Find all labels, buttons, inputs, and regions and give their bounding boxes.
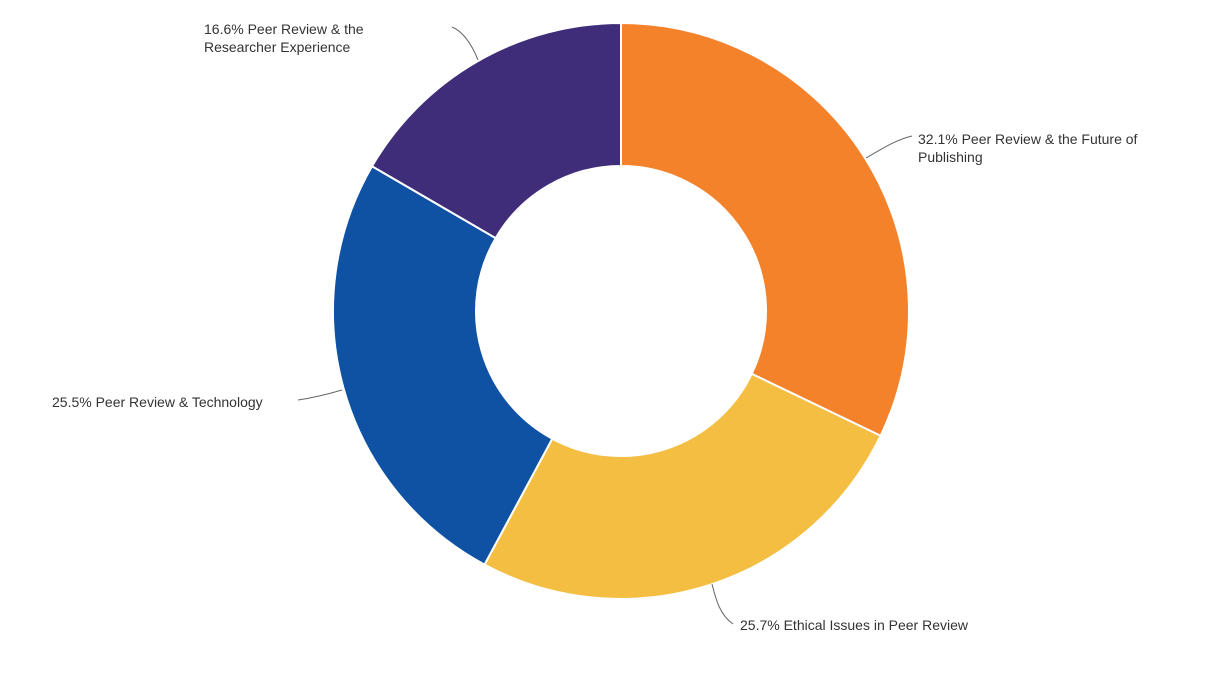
slice-label-line: 25.5% Peer Review & Technology: [52, 394, 263, 410]
slice-label-line: Researcher Experience: [204, 39, 351, 55]
donut-slices: [332, 21, 910, 600]
slice-label-line: 16.6% Peer Review & the: [204, 21, 364, 37]
slice-label-researcher-experience: 16.6% Peer Review & the Researcher Exper…: [204, 20, 364, 56]
leader-line-researcher-experience: [451, 26, 479, 61]
leader-lines: [297, 26, 913, 625]
slice-label-line: Publishing: [918, 149, 983, 165]
slice-peer-review-technology: [332, 164, 554, 566]
slice-peer-review-the-future-of-publishing: [620, 21, 910, 438]
slice-label-line: 32.1% Peer Review & the Future of: [918, 131, 1138, 147]
leader-line-future-of-publishing: [865, 135, 913, 159]
slice-label-future-of-publishing: 32.1% Peer Review & the Future of Publis…: [918, 130, 1137, 166]
leader-line-technology: [297, 389, 343, 401]
slice-label-ethical-issues: 25.7% Ethical Issues in Peer Review: [740, 616, 968, 634]
leader-line-ethical-issues: [711, 583, 734, 625]
slice-label-technology: 25.5% Peer Review & Technology: [52, 393, 263, 411]
slice-ethical-issues-in-peer-review: [483, 372, 882, 600]
slice-peer-review-the-researcher-experience: [370, 21, 622, 240]
slice-label-line: 25.7% Ethical Issues in Peer Review: [740, 617, 968, 633]
